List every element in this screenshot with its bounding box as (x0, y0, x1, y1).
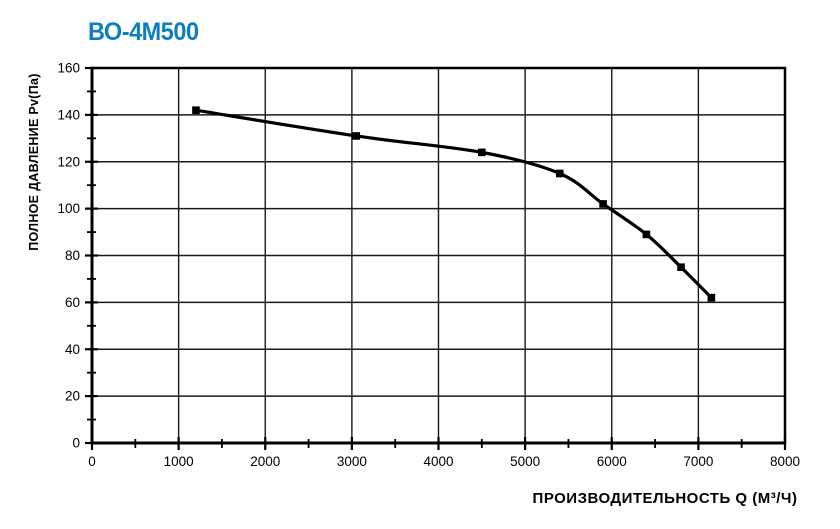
y-tick-label: 80 (65, 248, 80, 263)
x-tick-label: 2000 (250, 454, 280, 469)
fan-curve (194, 108, 713, 300)
x-tick-label: 5000 (510, 454, 540, 469)
y-tick-label: 60 (65, 295, 80, 310)
data-point-marker (478, 148, 486, 157)
y-tick-label: 100 (57, 201, 80, 216)
data-point-marker (677, 263, 685, 272)
data-point-marker (642, 230, 651, 239)
y-tick-label: 40 (65, 342, 80, 357)
y-tick-label: 160 (57, 61, 80, 76)
data-point-marker (555, 169, 564, 178)
x-tick-label: 4000 (423, 454, 453, 469)
y-axis-title: ПОЛНОЕ ДАВЛЕНИЕ Pv(Па) (27, 73, 41, 250)
data-point-marker (599, 200, 607, 208)
y-tick-label: 140 (57, 107, 80, 122)
chart-title: ВО-4М500 (88, 18, 199, 46)
y-tick-label: 120 (57, 154, 80, 169)
y-tick-label: 0 (72, 436, 80, 451)
x-tick-label: 1000 (164, 454, 194, 469)
data-point-marker (192, 106, 200, 114)
data-point-marker (707, 293, 716, 302)
x-tick-label: 7000 (683, 454, 713, 469)
x-axis-title: ПРОИЗВОДИТЕЛЬНОСТЬ Q (М³/Ч) (533, 490, 798, 507)
x-tick-label: 0 (88, 454, 96, 469)
y-tick-label: 20 (65, 389, 80, 404)
x-tick-label: 6000 (597, 454, 627, 469)
x-tick-label: 8000 (770, 454, 800, 469)
data-point-marker (352, 132, 361, 140)
x-tick-label: 3000 (337, 454, 367, 469)
